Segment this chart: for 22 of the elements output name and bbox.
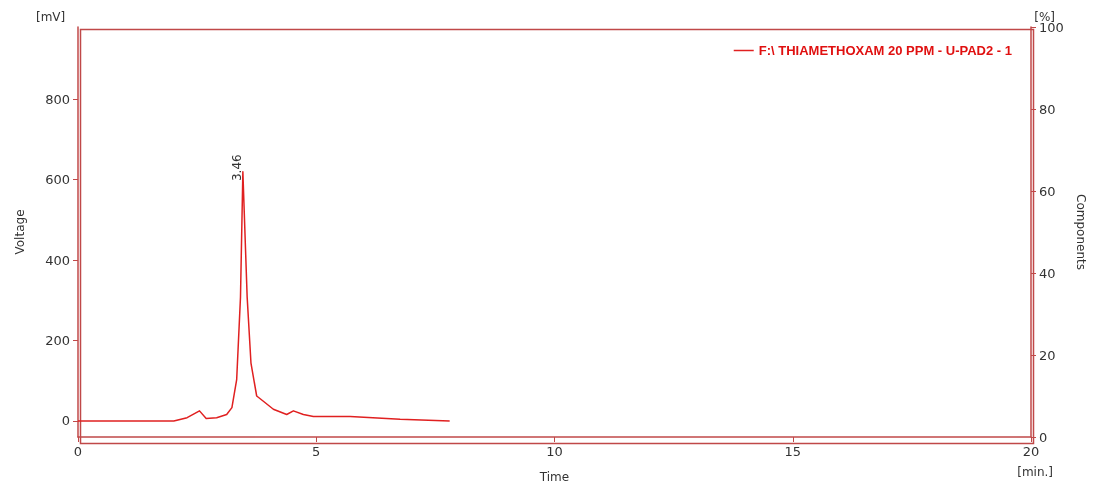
x-tick-label: 5: [312, 444, 321, 459]
legend-label: F:\ THIAMETHOXAM 20 PPM - U-PAD2 - 1: [758, 43, 1013, 58]
y-tick-label: 200: [45, 333, 70, 349]
x-tick-label: 0: [73, 444, 83, 459]
y-tick-label: 600: [45, 172, 70, 188]
y-tick-label: 0: [61, 413, 70, 429]
y2-tick-label: 0: [1039, 429, 1048, 445]
text: [mV]: [36, 10, 66, 24]
y2-tick-label: 80: [1039, 101, 1056, 117]
y-tick-label: 400: [45, 252, 70, 268]
y-axis-title: Voltage: [13, 209, 27, 255]
x-tick-label: 15: [784, 444, 802, 459]
y2-tick-label: 60: [1039, 183, 1056, 199]
y2-tick-label: 20: [1039, 347, 1056, 363]
y2-tick-label: 40: [1039, 265, 1056, 281]
x-tick-label: 10: [546, 444, 563, 459]
y2-axis-title: Components: [1073, 194, 1088, 270]
y-tick-label: 800: [45, 91, 70, 107]
x-axis-title: Time: [538, 470, 570, 484]
x-tick-label: 20: [1022, 444, 1040, 459]
text: [min.]: [1017, 465, 1054, 479]
annotation: 3.46: [229, 154, 244, 182]
